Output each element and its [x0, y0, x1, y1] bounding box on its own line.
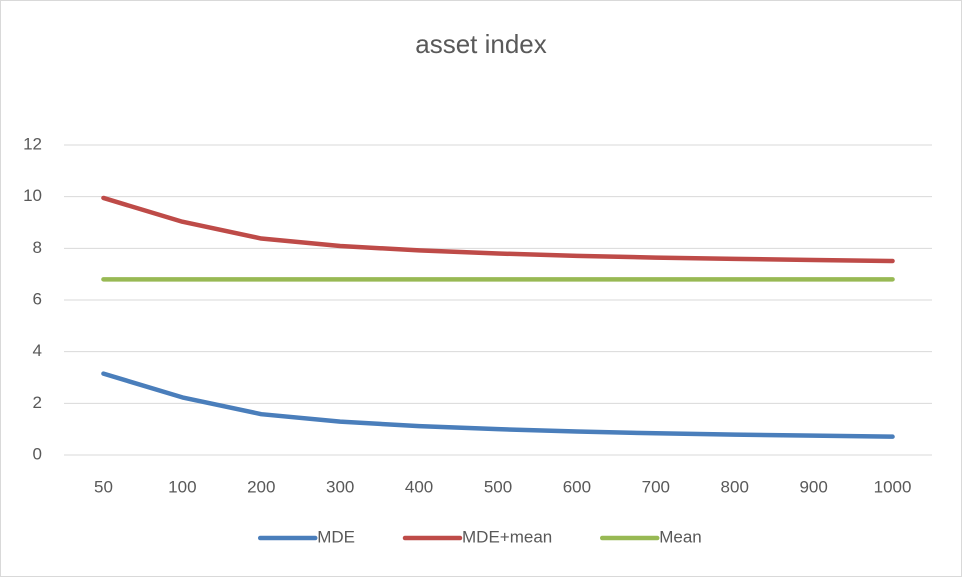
y-tick-label: 6 [33, 289, 42, 308]
x-tick-label: 400 [405, 477, 433, 496]
chart-title: asset index [415, 29, 547, 59]
legend-label: MDE [317, 527, 355, 546]
y-tick-label: 4 [33, 341, 42, 360]
x-tick-label: 600 [563, 477, 591, 496]
x-tick-label: 50 [94, 477, 113, 496]
series-line [101, 371, 895, 439]
y-tick-label: 12 [23, 134, 42, 153]
y-tick-label: 10 [23, 186, 42, 205]
x-tick-label: 800 [721, 477, 749, 496]
x-tick-label: 900 [799, 477, 827, 496]
x-tick-label: 100 [168, 477, 196, 496]
x-tick-label: 1000 [874, 477, 912, 496]
legend-label: MDE+mean [462, 527, 552, 546]
y-tick-label: 0 [33, 444, 42, 463]
x-tick-label: 200 [247, 477, 275, 496]
x-tick-label: 300 [326, 477, 354, 496]
y-tick-label: 2 [33, 393, 42, 412]
series-line [101, 195, 895, 264]
y-tick-label: 8 [33, 238, 42, 257]
legend-label: Mean [659, 527, 702, 546]
x-tick-label: 700 [642, 477, 670, 496]
x-tick-label: 500 [484, 477, 512, 496]
